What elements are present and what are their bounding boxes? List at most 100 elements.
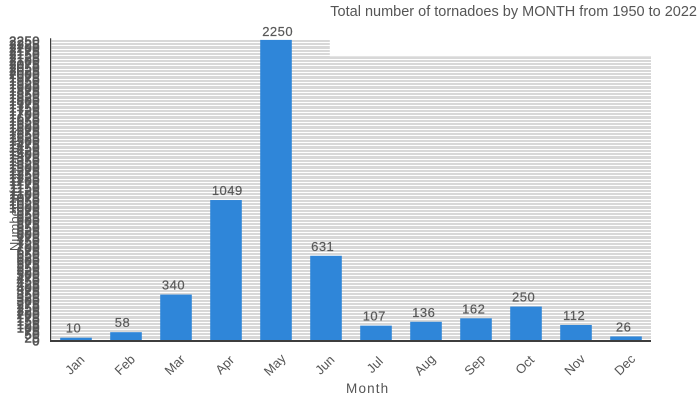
- svg-text:2050: 2050: [9, 60, 40, 75]
- svg-text:250: 250: [512, 290, 535, 305]
- svg-text:Month: Month: [346, 381, 389, 396]
- svg-text:875: 875: [17, 217, 40, 232]
- svg-text:150: 150: [17, 314, 40, 329]
- svg-text:2125: 2125: [9, 50, 40, 65]
- svg-text:1600: 1600: [9, 120, 40, 135]
- svg-text:550: 550: [17, 260, 40, 275]
- svg-text:2025: 2025: [9, 64, 40, 79]
- svg-text:1525: 1525: [9, 130, 40, 145]
- svg-text:1150: 1150: [10, 180, 40, 195]
- svg-text:2250: 2250: [9, 34, 40, 49]
- svg-text:1450: 1450: [9, 140, 40, 155]
- svg-text:1675: 1675: [9, 110, 40, 125]
- svg-text:300: 300: [17, 294, 40, 309]
- svg-text:1050: 1050: [9, 194, 40, 209]
- svg-text:1250: 1250: [9, 167, 40, 182]
- svg-text:475: 475: [17, 270, 40, 285]
- svg-text:1700: 1700: [9, 107, 40, 122]
- svg-text:250: 250: [17, 300, 40, 315]
- svg-text:162: 162: [462, 301, 485, 316]
- svg-text:1550: 1550: [9, 127, 40, 142]
- svg-text:775: 775: [17, 230, 40, 245]
- svg-text:1375: 1375: [9, 150, 40, 165]
- svg-text:750: 750: [17, 234, 40, 249]
- svg-text:1225: 1225: [9, 170, 40, 185]
- svg-text:2250: 2250: [262, 24, 293, 39]
- svg-text:26: 26: [616, 319, 631, 334]
- svg-text:950: 950: [17, 207, 40, 222]
- svg-text:1075: 1075: [9, 190, 40, 205]
- svg-text:1300: 1300: [9, 160, 40, 175]
- svg-text:112: 112: [563, 308, 585, 323]
- svg-text:900: 900: [17, 214, 40, 229]
- svg-text:375: 375: [17, 284, 40, 299]
- svg-text:175: 175: [17, 310, 40, 325]
- svg-text:1925: 1925: [9, 77, 40, 92]
- svg-text:850: 850: [17, 220, 40, 235]
- svg-text:1049: 1049: [212, 183, 243, 198]
- svg-text:1850: 1850: [9, 87, 40, 102]
- svg-text:450: 450: [17, 274, 40, 289]
- svg-text:125: 125: [17, 317, 40, 332]
- svg-text:1825: 1825: [9, 90, 40, 105]
- svg-text:975: 975: [17, 204, 40, 219]
- svg-text:Number of tornadoes: Number of tornadoes: [7, 128, 22, 251]
- svg-text:107: 107: [363, 309, 386, 324]
- svg-text:2000: 2000: [9, 67, 40, 82]
- svg-text:625: 625: [17, 250, 40, 265]
- svg-text:525: 525: [17, 264, 40, 279]
- svg-text:1775: 1775: [9, 97, 40, 112]
- svg-text:1900: 1900: [9, 80, 40, 95]
- svg-text:2200: 2200: [9, 40, 40, 55]
- svg-text:75: 75: [25, 324, 40, 339]
- svg-text:1000: 1000: [9, 200, 40, 215]
- svg-text:1400: 1400: [9, 147, 40, 162]
- svg-text:325: 325: [17, 290, 40, 305]
- svg-text:340: 340: [162, 278, 185, 293]
- svg-text:2175: 2175: [9, 44, 40, 59]
- svg-text:400: 400: [17, 280, 40, 295]
- svg-text:25: 25: [25, 330, 40, 345]
- svg-text:50: 50: [25, 327, 40, 342]
- svg-text:200: 200: [17, 307, 40, 322]
- svg-text:631: 631: [311, 239, 334, 254]
- svg-text:Total number of tornadoes by M: Total number of tornadoes by MONTH from …: [330, 4, 697, 20]
- svg-text:1025: 1025: [9, 197, 40, 212]
- svg-text:1275: 1275: [9, 164, 40, 179]
- svg-text:825: 825: [17, 224, 40, 239]
- svg-text:1100: 1100: [10, 187, 40, 202]
- svg-text:275: 275: [17, 297, 40, 312]
- svg-text:1625: 1625: [9, 117, 40, 132]
- svg-text:1500: 1500: [9, 134, 40, 149]
- svg-text:2075: 2075: [9, 57, 40, 72]
- svg-text:136: 136: [412, 305, 435, 320]
- svg-text:1175: 1175: [10, 177, 40, 192]
- svg-text:1125: 1125: [10, 184, 40, 199]
- svg-text:600: 600: [17, 254, 40, 269]
- svg-text:10: 10: [66, 321, 81, 336]
- svg-text:925: 925: [17, 210, 40, 225]
- svg-text:1325: 1325: [9, 157, 40, 172]
- svg-text:1950: 1950: [9, 74, 40, 89]
- svg-text:58: 58: [115, 315, 130, 330]
- svg-text:1875: 1875: [9, 84, 40, 99]
- svg-text:800: 800: [17, 227, 40, 242]
- svg-text:1750: 1750: [9, 100, 40, 115]
- svg-text:675: 675: [17, 244, 40, 259]
- svg-text:1475: 1475: [9, 137, 40, 152]
- svg-text:2225: 2225: [9, 37, 40, 52]
- svg-text:650: 650: [17, 247, 40, 262]
- svg-text:2150: 2150: [9, 47, 40, 62]
- svg-text:350: 350: [17, 287, 40, 302]
- svg-text:1650: 1650: [9, 114, 40, 129]
- svg-text:700: 700: [17, 240, 40, 255]
- svg-text:2100: 2100: [9, 54, 40, 69]
- svg-text:1975: 1975: [9, 70, 40, 85]
- svg-text:225: 225: [17, 304, 40, 319]
- svg-text:100: 100: [17, 320, 40, 335]
- svg-text:1800: 1800: [9, 94, 40, 109]
- svg-text:500: 500: [17, 267, 40, 282]
- svg-text:425: 425: [17, 277, 40, 292]
- svg-text:575: 575: [17, 257, 40, 272]
- svg-text:0: 0: [32, 334, 40, 349]
